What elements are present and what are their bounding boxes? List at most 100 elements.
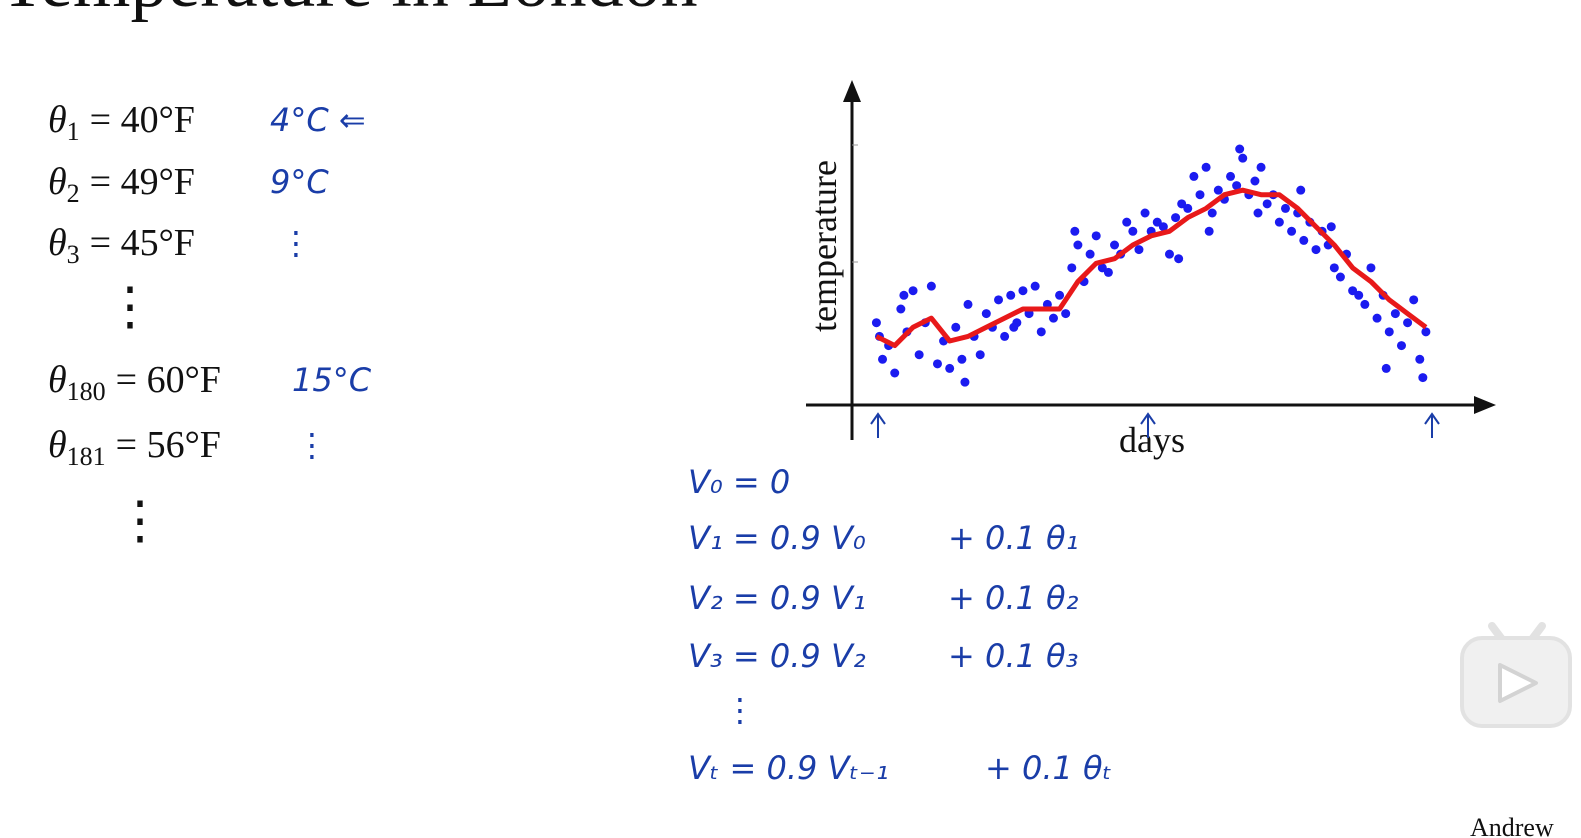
equation-part: θ	[48, 359, 67, 401]
handwritten-note: 15°C	[292, 361, 372, 399]
data-point	[951, 322, 961, 332]
data-point	[899, 290, 909, 300]
handwritten-arrow	[870, 412, 886, 438]
data-point	[1201, 162, 1211, 172]
subscript: 180	[66, 377, 106, 406]
handwritten-line: + 0.1 θ₁	[948, 519, 1079, 557]
data-point	[1134, 245, 1144, 255]
data-point	[981, 309, 991, 319]
subscript: 2	[66, 179, 80, 208]
data-point	[914, 350, 924, 360]
data-point	[975, 350, 985, 360]
data-point	[1204, 226, 1214, 236]
equation-part: = 56°F	[115, 424, 221, 466]
handwritten-line: V₃ = 0.9 V₂	[688, 637, 866, 675]
data-point	[1418, 373, 1428, 383]
data-point	[890, 368, 900, 378]
handwritten-line: V₁ = 0.9 V₀	[688, 519, 866, 557]
data-point	[1421, 327, 1431, 337]
data-point	[945, 363, 955, 373]
data-point	[1177, 199, 1187, 209]
data-point	[1299, 235, 1309, 245]
data-point	[1403, 318, 1413, 328]
data-point	[1128, 226, 1138, 236]
data-point	[1372, 313, 1382, 323]
data-point	[1067, 263, 1077, 273]
data-point	[1287, 226, 1297, 236]
data-point	[1232, 181, 1242, 191]
data-point	[1207, 208, 1217, 218]
handwritten-line: + 0.1 θ₂	[948, 579, 1079, 617]
subscript: 181	[66, 442, 106, 471]
data-point	[1030, 281, 1040, 291]
handwritten-note: 9°C	[270, 163, 329, 201]
data-point	[1274, 217, 1284, 227]
equation: θ181 = 56°F	[48, 423, 221, 479]
handwritten-line: + 0.1 θ₃	[948, 637, 1079, 675]
ellipsis: ⋮	[114, 493, 166, 550]
data-point	[926, 281, 936, 291]
data-point	[1061, 309, 1071, 319]
equation-part: = 45°F	[89, 222, 195, 264]
ellipsis: ⋮	[104, 279, 156, 336]
handwritten-line: + 0.1 θₜ	[985, 749, 1113, 787]
slide-title: Temperature in London	[0, 0, 698, 23]
data-point	[1250, 176, 1260, 186]
equation-part: θ	[48, 99, 67, 141]
data-point	[1036, 327, 1046, 337]
data-point	[1384, 327, 1394, 337]
data-point	[1390, 309, 1400, 319]
subscript: 3	[66, 240, 80, 269]
handwritten-line: Vₜ = 0.9 Vₜ₋₁	[688, 749, 889, 787]
data-point	[1326, 222, 1336, 232]
equation: θ3 = 45°F	[48, 221, 195, 277]
data-point	[1409, 295, 1419, 305]
data-point	[1354, 290, 1364, 300]
data-point	[960, 377, 970, 387]
equation-part: θ	[48, 222, 67, 264]
data-point	[1262, 199, 1272, 209]
data-point	[871, 318, 881, 328]
y-axis-arrow	[843, 80, 861, 102]
data-point	[1381, 363, 1391, 373]
handwritten-line: ⋮	[724, 691, 756, 729]
data-point	[1164, 249, 1174, 259]
equation-part: = 60°F	[115, 359, 221, 401]
data-point	[1073, 240, 1083, 250]
handwritten-note: ⋮	[280, 224, 312, 262]
handwritten-note: ⋮	[296, 426, 328, 464]
data-point	[1396, 341, 1406, 351]
data-point	[1055, 290, 1065, 300]
data-point	[1253, 208, 1263, 218]
data-point	[957, 354, 967, 364]
data-point	[1018, 286, 1028, 296]
average-line	[875, 187, 1428, 349]
data-point	[1085, 249, 1095, 259]
data-point	[1000, 331, 1010, 341]
equation-part: θ	[48, 161, 67, 203]
subscript: 1	[66, 117, 80, 146]
handwritten-note: 4°C ⇐	[270, 101, 366, 139]
data-point	[1158, 222, 1168, 232]
data-point	[1097, 263, 1107, 273]
data-point	[1296, 185, 1306, 195]
data-point	[994, 295, 1004, 305]
data-point	[1091, 231, 1101, 241]
data-point	[1048, 313, 1058, 323]
play-icon[interactable]	[1460, 622, 1572, 728]
data-point	[1140, 208, 1150, 218]
data-point	[1226, 171, 1236, 181]
data-point	[1195, 190, 1205, 200]
data-point	[1171, 213, 1181, 223]
data-point	[1122, 217, 1132, 227]
data-point	[1256, 162, 1266, 172]
data-point	[1348, 286, 1358, 296]
equation-part: = 40°F	[89, 99, 195, 141]
data-point	[1366, 263, 1376, 273]
equation-part: = 49°F	[89, 161, 195, 203]
author: Andrew	[1470, 813, 1554, 838]
data-point	[1103, 267, 1113, 277]
data-point	[1360, 299, 1370, 309]
